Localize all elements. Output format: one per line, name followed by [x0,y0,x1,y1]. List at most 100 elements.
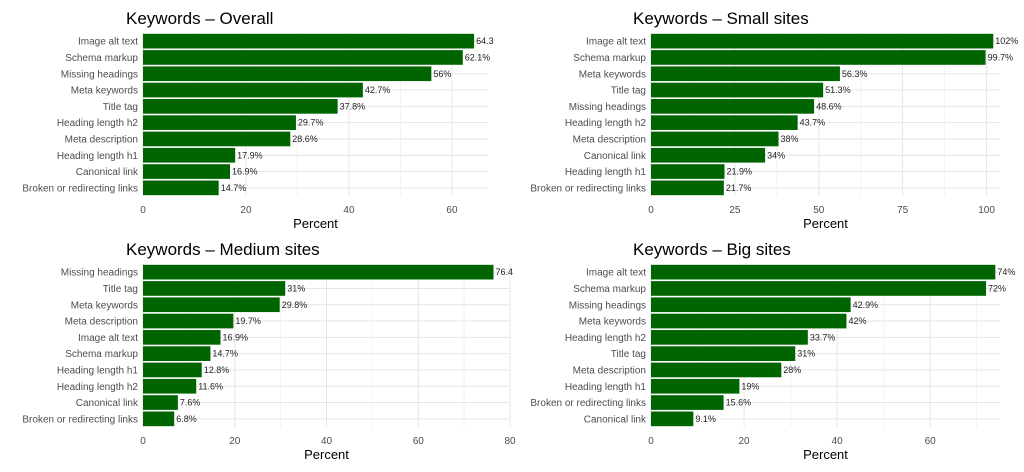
tick-label: 50 [813,205,825,216]
bar [651,297,851,313]
category-label: Broken or redirecting links [530,183,646,194]
data-label: 42.9% [853,300,879,310]
category-label: Schema markup [65,53,138,64]
bar [143,281,286,296]
category-label: Meta description [65,317,138,328]
data-label: 37.8% [340,101,366,111]
data-label: 72% [988,283,1006,293]
bar [651,82,824,98]
category-label: Title tag [611,349,646,360]
data-label: 34% [767,150,785,160]
category-label: Heading length h1 [565,382,647,393]
category-label: Heading length h2 [57,118,139,129]
bar [651,362,782,378]
chart-panel-4: Keywords – Big sites Image alt text 74% Sch… [530,240,1015,462]
data-label: 56.3% [842,69,868,79]
bar [651,330,808,345]
category-label: Meta description [65,134,138,145]
category-label: Meta description [573,365,646,376]
tick-label: 40 [321,436,333,447]
category-label: Broken or redirecting links [530,398,646,409]
tick-label: 60 [413,436,425,447]
bar [651,180,724,196]
bar [143,33,475,49]
data-label: 6.8% [176,414,197,424]
tick-label: 20 [739,436,751,447]
data-label: 31% [287,283,305,293]
bar [651,50,986,65]
tick-label: 100 [978,205,995,216]
category-label: Meta keywords [579,317,646,328]
x-axis-label: Percent [293,216,338,231]
tick-label: 20 [240,205,252,216]
bar [143,411,175,427]
tick-label: 0 [140,205,146,216]
data-label: 51.3% [825,85,851,95]
category-label: Canonical link [76,167,139,178]
bar [143,297,280,313]
bar [143,82,363,98]
category-label: Meta keywords [71,300,138,311]
bar [651,281,987,296]
data-label: 31% [797,349,815,359]
data-label: 12.8% [204,365,230,375]
category-label: Heading length h2 [57,382,139,393]
chart-panel-2: Keywords – Small sites Image alt text 102%… [530,9,1018,231]
data-label: 38% [781,134,799,144]
data-label: 99.7% [988,52,1014,62]
bar [143,378,197,394]
data-label: 29.8% [282,300,308,310]
bar [143,131,291,147]
data-label: 16.9% [223,332,249,342]
tick-label: 0 [140,436,146,447]
x-axis-label: Percent [803,447,848,462]
chart-panel-3: Keywords – Medium sites Missing headings 7… [22,240,516,462]
category-label: Title tag [103,102,138,113]
bar [651,411,694,427]
bar [143,99,338,114]
data-label: 62.1% [465,52,491,62]
bar [143,264,494,280]
category-label: Image alt text [586,37,646,48]
chart-panel-1: Keywords – Overall Image alt text 64.3 Sche… [22,9,493,231]
category-label: Heading length h1 [57,151,139,162]
category-label: Missing headings [569,300,646,311]
data-label: 43.7% [800,118,826,128]
data-label: 33.7% [810,332,836,342]
bar [651,66,840,82]
chart-title: Keywords – Big sites [633,240,791,259]
bar [143,180,219,196]
tick-label: 40 [832,436,844,447]
data-label: 28% [783,365,801,375]
bar [651,99,815,114]
bar [651,395,724,410]
category-label: Missing headings [61,268,138,279]
tick-label: 0 [648,436,654,447]
category-label: Broken or redirecting links [22,183,138,194]
tick-label: 40 [343,205,355,216]
tick-label: 60 [446,205,458,216]
bar [143,50,463,65]
x-axis-label: Percent [803,216,848,231]
data-label: 64.3 [476,36,494,46]
bar [651,147,766,163]
bar [143,66,432,82]
category-label: Broken or redirecting links [22,414,138,425]
data-label: 19% [741,381,759,391]
data-label: 42% [848,316,866,326]
x-axis-label: Percent [304,447,349,462]
bar [651,164,725,179]
data-label: 11.6% [198,381,223,391]
bar [143,115,296,130]
category-label: Heading length h2 [565,333,647,344]
data-label: 74% [997,267,1015,277]
category-label: Title tag [103,284,138,295]
data-label: 21.7% [726,183,752,193]
data-label: 21.9% [726,167,752,177]
category-label: Heading length h2 [565,118,647,129]
bar [651,33,994,49]
category-label: Title tag [611,86,646,97]
bar [143,330,221,345]
chart-title: Keywords – Small sites [633,9,809,28]
